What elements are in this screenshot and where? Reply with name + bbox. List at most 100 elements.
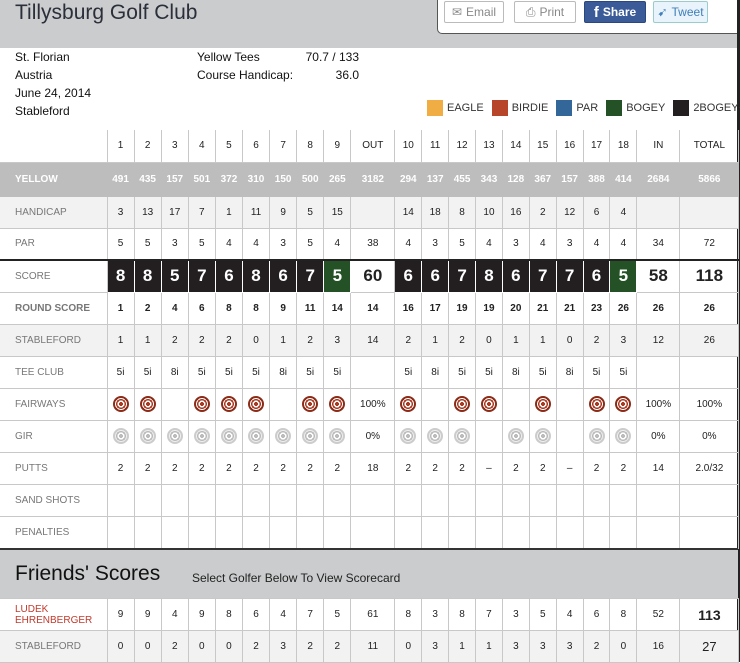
friend-golfer-cell-15: 5: [528, 598, 557, 631]
scorecard-table: 1 2 3 4 5 6 7 8 9 OUT 10 11 12 13 14 15 16 17 18 IN TOTAL YEL…: [0, 130, 740, 549]
friend-stableford-cell-5: 0: [214, 630, 243, 663]
stableford-cell-15: 1: [528, 323, 557, 357]
score-cell-2: 8: [133, 259, 162, 293]
penalties-row: PENALTIES: [0, 515, 740, 549]
column-header-4: 4: [187, 130, 216, 163]
gir-cell-4: [187, 419, 216, 453]
legend-item-par: PAR: [556, 100, 598, 116]
gir-miss-target-icon: [454, 428, 471, 444]
score-cell-12: 7: [448, 259, 477, 293]
gir-miss-target-icon: [193, 428, 210, 444]
gir-cell-15: [528, 419, 557, 453]
score-cell-8: 7: [296, 259, 325, 293]
friend-stableford-cell-in: 16: [636, 630, 681, 663]
gir-miss-target-icon: [534, 428, 551, 444]
friend-golfer-cell-in: 52: [636, 598, 681, 631]
penalties-cell-15: [528, 515, 557, 549]
sand-shots-cell-14: [501, 483, 530, 517]
legend-item-birdie: BIRDIE: [491, 100, 549, 116]
score-cell-11: 6: [421, 259, 450, 293]
fairways-cell-9: [323, 387, 352, 421]
friend-stableford-cell-7: 3: [269, 630, 298, 663]
location: St. Florian: [15, 50, 70, 64]
legend-item-eagle: EAGLE: [427, 100, 484, 116]
facebook-share-button[interactable]: f Share: [584, 1, 646, 23]
friends-table: LUDEK EHRENBERGER 9 9 4 9 8 6 4 7 5 61 8 3 8 7 3 5 4 6 8 52 1…: [0, 598, 740, 663]
par-cell-6: 4: [241, 227, 271, 261]
column-header-13: 13: [475, 130, 503, 163]
par-cell-16: 3: [555, 227, 584, 261]
stableford-cell-7: 1: [269, 323, 298, 357]
fairway-hit-target-icon: [329, 396, 346, 412]
header-label-cell: [0, 130, 108, 163]
gir-miss-target-icon: [329, 428, 346, 444]
stableford-cell-1: 1: [106, 323, 135, 357]
friend-stableford-label: STABLEFORD: [0, 630, 108, 663]
legend-label: BIRDIE: [511, 102, 549, 114]
legend-label: PAR: [576, 102, 599, 114]
print-button[interactable]: ⎙ Print: [514, 1, 576, 23]
round-score-cell-16: 21: [555, 291, 584, 325]
fairways-cell-17: [582, 387, 611, 421]
friend-stableford-cell-9: 2: [323, 630, 352, 663]
legend-item-bogey: BOGEY: [606, 100, 665, 116]
friend-stableford-cell-15: 3: [528, 630, 557, 663]
round-score-cell-out: 14: [350, 291, 396, 325]
fairways-cell-5: [214, 387, 243, 421]
friend-stableford-row: STABLEFORD 0 0 2 0 0 2 3 2 2 11 0 3 1 1 3 3 3 2 0 16 27: [0, 630, 740, 663]
tee-club-cell-15: 5i: [528, 355, 557, 389]
column-header-7: 7: [269, 130, 298, 163]
handicap-cell-16: 12: [555, 195, 584, 229]
handicap-cell-12: 8: [448, 195, 477, 229]
round-score-cell-2: 2: [133, 291, 162, 325]
column-header-out: OUT: [350, 130, 396, 163]
friend-golfer-cell-9: 5: [323, 598, 352, 631]
tee-club-cell-total: [679, 355, 740, 389]
sand-shots-cell-out: [350, 483, 396, 517]
penalties-cell-4: [187, 515, 216, 549]
fairways-cell-8: [296, 387, 325, 421]
friend-golfer-cell-3: 4: [160, 598, 189, 631]
column-header-1: 1: [106, 130, 135, 163]
fairways-cell-out: 100%: [350, 387, 396, 421]
fairway-hit-target-icon: [112, 396, 129, 412]
friend-stableford-cell-12: 1: [448, 630, 477, 663]
fairways-cell-11: [421, 387, 450, 421]
yellow-row: YELLOW 491 435 157 501 372 310 150 500 265 3182 294…: [0, 161, 740, 197]
tee-club-cell-13: 5i: [475, 355, 503, 389]
penalties-cell-9: [323, 515, 352, 549]
column-header-10: 10: [394, 130, 423, 163]
gir-cell-3: [160, 419, 189, 453]
friend-golfer-label[interactable]: LUDEK EHRENBERGER: [0, 598, 108, 631]
stableford-cell-in: 12: [636, 323, 681, 357]
friend-golfer-cell-12: 8: [448, 598, 477, 631]
score-cell-7: 6: [269, 259, 298, 293]
sand-shots-cell-12: [448, 483, 477, 517]
penalties-cell-out: [350, 515, 396, 549]
sand-shots-cell-2: [133, 483, 162, 517]
tee-club-cell-8: 5i: [296, 355, 325, 389]
putts-cell-11: 2: [421, 451, 450, 485]
sand-shots-cell-8: [296, 483, 325, 517]
column-header-12: 12: [448, 130, 477, 163]
email-button[interactable]: ✉ Email: [444, 1, 504, 23]
score-cell-6: 8: [241, 259, 271, 293]
fairway-hit-target-icon: [139, 396, 156, 412]
par-cell-11: 3: [421, 227, 450, 261]
country: Austria: [15, 68, 53, 82]
penalties-cell-total: [679, 515, 740, 549]
stableford-cell-2: 1: [133, 323, 162, 357]
gir-cell-11: [421, 419, 450, 453]
gir-label: GIR: [0, 419, 108, 453]
gir-cell-7: [269, 419, 298, 453]
putts-cell-6: 2: [241, 451, 271, 485]
gir-miss-target-icon: [139, 428, 156, 444]
share-label: Share: [602, 5, 637, 19]
par-cell-13: 4: [475, 227, 503, 261]
course-info: St. Florian Austria June 24, 2014 Stable…: [15, 48, 91, 120]
stableford-cell-8: 2: [296, 323, 325, 357]
sand-shots-cell-4: [187, 483, 216, 517]
gir-cell-in: 0%: [636, 419, 681, 453]
tweet-button[interactable]: ➹ Tweet: [653, 1, 708, 23]
putts-cell-4: 2: [187, 451, 216, 485]
